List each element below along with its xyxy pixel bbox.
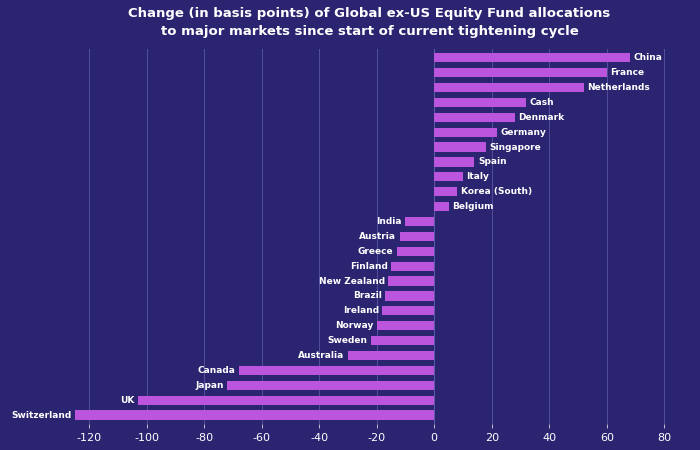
Bar bbox=[75, 410, 434, 420]
Text: Singapore: Singapore bbox=[489, 143, 541, 152]
Text: Cash: Cash bbox=[530, 98, 554, 107]
Text: Austria: Austria bbox=[359, 232, 396, 241]
Bar bbox=[377, 321, 434, 330]
Bar bbox=[405, 217, 434, 226]
Bar bbox=[239, 366, 434, 375]
Bar bbox=[434, 172, 463, 181]
Bar bbox=[434, 128, 498, 137]
Text: India: India bbox=[377, 217, 402, 226]
Bar bbox=[385, 291, 434, 301]
Bar bbox=[371, 336, 434, 345]
Bar bbox=[391, 261, 434, 271]
Text: Spain: Spain bbox=[478, 158, 507, 166]
Bar bbox=[434, 187, 457, 196]
Bar bbox=[434, 83, 584, 92]
Bar bbox=[434, 68, 607, 77]
Bar bbox=[348, 351, 434, 360]
Bar bbox=[434, 158, 475, 166]
Bar bbox=[434, 143, 486, 152]
Text: Switzerland: Switzerland bbox=[11, 410, 71, 419]
Text: Netherlands: Netherlands bbox=[587, 83, 650, 92]
Bar bbox=[138, 396, 434, 405]
Text: Germany: Germany bbox=[501, 128, 547, 137]
Text: Japan: Japan bbox=[195, 381, 224, 390]
Text: Norway: Norway bbox=[335, 321, 373, 330]
Text: New Zealand: New Zealand bbox=[318, 277, 385, 286]
Text: Canada: Canada bbox=[197, 366, 235, 375]
Text: France: France bbox=[610, 68, 645, 77]
Bar bbox=[434, 98, 526, 107]
Bar bbox=[434, 53, 630, 63]
Text: Finland: Finland bbox=[350, 262, 388, 271]
Bar bbox=[400, 232, 434, 241]
Text: Belgium: Belgium bbox=[452, 202, 493, 211]
Text: UK: UK bbox=[120, 396, 134, 405]
Text: Brazil: Brazil bbox=[353, 292, 382, 301]
Bar bbox=[397, 247, 434, 256]
Text: China: China bbox=[634, 53, 662, 62]
Text: Ireland: Ireland bbox=[343, 306, 379, 315]
Text: Denmark: Denmark bbox=[518, 113, 564, 122]
Title: Change (in basis points) of Global ex-US Equity Fund allocations
to major market: Change (in basis points) of Global ex-US… bbox=[128, 7, 610, 38]
Bar bbox=[228, 381, 434, 390]
Text: Sweden: Sweden bbox=[328, 336, 368, 345]
Text: Korea (South): Korea (South) bbox=[461, 187, 532, 196]
Bar bbox=[434, 112, 514, 122]
Text: Italy: Italy bbox=[466, 172, 489, 181]
Bar bbox=[434, 202, 449, 211]
Text: Australia: Australia bbox=[298, 351, 344, 360]
Bar bbox=[389, 276, 434, 286]
Text: Greece: Greece bbox=[358, 247, 393, 256]
Bar bbox=[382, 306, 434, 315]
